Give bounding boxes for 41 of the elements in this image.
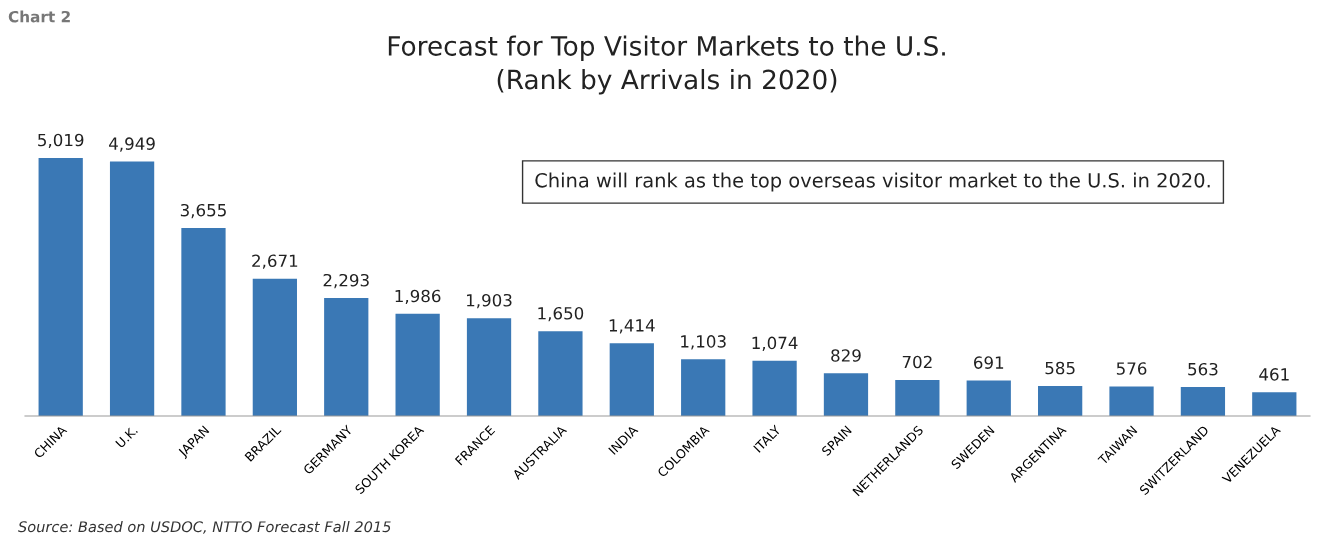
data-label: 702 — [902, 355, 932, 369]
chart-title: Forecast for Top Visitor Markets to the U.S. (Rank by Arrivals in 2020) — [388, 35, 945, 95]
bar — [324, 298, 369, 416]
bar — [681, 359, 726, 416]
data-label: 829 — [831, 349, 861, 362]
data-label: 1,903 — [467, 293, 512, 309]
data-label: 585 — [1045, 361, 1075, 375]
data-label: 2,671 — [252, 254, 298, 269]
bar — [752, 360, 797, 416]
bar — [1180, 387, 1226, 416]
data-label: 2,293 — [323, 273, 369, 289]
x-tick-label: U.K. — [115, 425, 138, 449]
bar — [181, 228, 226, 416]
data-label: 576 — [1116, 362, 1147, 375]
source-note: Source: Based on USDOC, NTTO Forecast Fall 2015 — [18, 520, 391, 534]
bar — [1252, 392, 1297, 416]
bar — [823, 373, 869, 416]
bar — [466, 318, 512, 416]
data-label: 5,019 — [38, 133, 84, 149]
bar — [1038, 385, 1083, 416]
data-label: 1,986 — [395, 289, 441, 305]
bar — [538, 331, 583, 416]
caption: Chart 2 — [8, 10, 70, 23]
data-label: 1,074 — [752, 336, 798, 351]
bar — [395, 313, 440, 416]
bar — [1109, 386, 1154, 416]
data-label: 563 — [1188, 362, 1218, 376]
data-label: 1,103 — [681, 335, 726, 350]
bar — [895, 379, 940, 416]
bar — [609, 343, 654, 416]
annotation: China will rank as the top overseas visitor market to the U.S. in 2020. — [535, 172, 1210, 192]
data-label: 4,949 — [109, 137, 155, 152]
bar — [252, 278, 297, 416]
bar — [966, 380, 1011, 416]
data-label: 691 — [974, 356, 1004, 369]
bar — [109, 161, 155, 416]
data-label: 461 — [1259, 368, 1289, 381]
bar — [38, 157, 83, 416]
data-label: 1,650 — [538, 306, 584, 322]
data-label: 1,414 — [609, 319, 655, 334]
data-label: 3,655 — [180, 203, 226, 219]
